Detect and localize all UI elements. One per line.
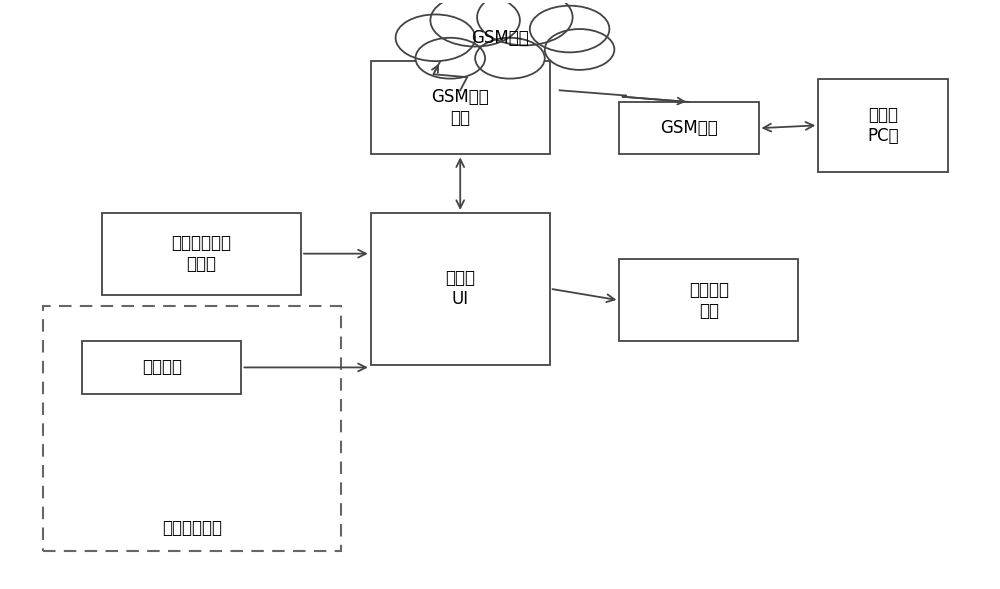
- Circle shape: [430, 0, 520, 47]
- Bar: [619, 260, 798, 341]
- Text: 安全工器具柜: 安全工器具柜: [162, 519, 222, 537]
- Circle shape: [477, 0, 573, 45]
- Text: 归位装置: 归位装置: [142, 359, 182, 376]
- Text: GSM短信
模块: GSM短信 模块: [431, 88, 489, 127]
- Bar: [102, 213, 301, 294]
- Text: 主控室
PC机: 主控室 PC机: [867, 106, 899, 145]
- Bar: [818, 78, 948, 172]
- Bar: [43, 306, 341, 551]
- Bar: [619, 102, 759, 154]
- Circle shape: [545, 29, 614, 70]
- Text: 液晶显示
模块: 液晶显示 模块: [689, 281, 729, 320]
- Circle shape: [415, 38, 485, 78]
- Text: GSM终端: GSM终端: [660, 119, 718, 137]
- Circle shape: [530, 6, 609, 52]
- Bar: [371, 61, 550, 154]
- Bar: [371, 213, 550, 365]
- Circle shape: [396, 15, 475, 61]
- Text: 环状垫片压力
传感器: 环状垫片压力 传感器: [172, 234, 232, 273]
- Circle shape: [475, 38, 545, 78]
- Text: 单片机
UI: 单片机 UI: [445, 269, 475, 308]
- Bar: [82, 341, 241, 393]
- Text: GSM网络: GSM网络: [471, 29, 529, 47]
